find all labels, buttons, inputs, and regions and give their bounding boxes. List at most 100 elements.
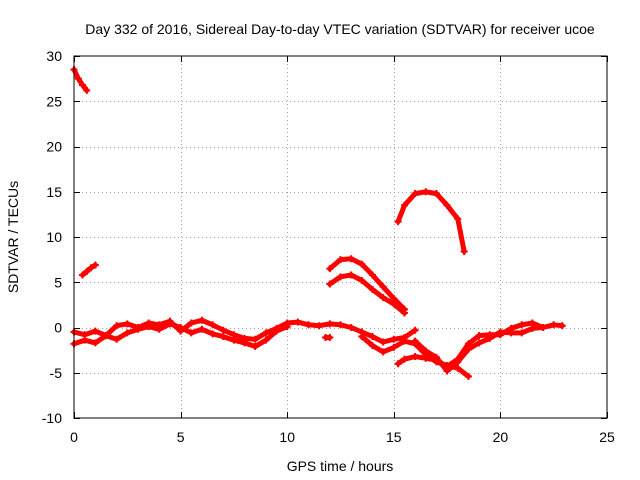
data-point (379, 338, 387, 346)
data-point (123, 320, 131, 328)
data-point (209, 321, 217, 329)
y-tick-label: 0 (54, 320, 62, 336)
data-point (198, 316, 206, 324)
data-point (379, 294, 387, 302)
data-point (539, 324, 547, 331)
data-point (394, 218, 402, 226)
data-point (209, 330, 217, 338)
data-point (390, 335, 398, 343)
data-point (358, 333, 366, 341)
data-point (507, 329, 515, 337)
grid-lines (74, 56, 607, 418)
data-point (475, 339, 483, 347)
data-point (337, 273, 344, 281)
data-point (358, 260, 366, 268)
data-point (305, 321, 313, 329)
data-point (79, 81, 87, 89)
data-point (347, 271, 355, 279)
data-point (79, 271, 87, 279)
data-point (219, 333, 227, 341)
data-point (518, 321, 526, 329)
data-point (443, 201, 451, 209)
data-point (326, 280, 334, 288)
y-tick-label: 10 (46, 229, 62, 245)
series-arc-10 (411, 324, 547, 375)
data-point (145, 323, 153, 331)
data-point (262, 336, 270, 344)
data-point (368, 333, 376, 341)
data-point (187, 329, 195, 337)
data-point (283, 323, 291, 331)
data-point (464, 345, 472, 353)
data-point (411, 190, 419, 198)
series-line (395, 189, 467, 254)
y-tick-label: 15 (46, 184, 62, 200)
data-point (496, 328, 504, 336)
data-point (358, 276, 366, 284)
series-arc-5 (322, 333, 334, 341)
data-point (166, 320, 174, 328)
data-point (558, 322, 566, 330)
data-point (411, 352, 419, 360)
data-point (187, 319, 195, 327)
data-point (273, 327, 281, 335)
data-point (262, 329, 270, 337)
chart-title: Day 332 of 2016, Sidereal Day-to-day VTE… (85, 21, 595, 37)
data-point (326, 320, 334, 328)
series-line (71, 67, 90, 93)
data-point (432, 353, 440, 361)
series-arc-7 (326, 271, 408, 317)
data-point (400, 201, 408, 209)
data-point (528, 324, 536, 332)
data-point (113, 335, 121, 343)
data-point (400, 337, 408, 345)
x-tick-label: 5 (177, 429, 185, 445)
data-point (337, 256, 344, 264)
x-tick-label: 15 (386, 429, 402, 445)
series-arc-9 (394, 319, 566, 370)
data-point (91, 327, 99, 335)
x-tick-label: 20 (493, 429, 509, 445)
data-point (81, 336, 89, 344)
y-tick-label: 30 (46, 48, 62, 64)
y-tick-label: 5 (54, 274, 62, 290)
series-arc-6 (326, 255, 408, 313)
data-point (347, 255, 355, 263)
data-point (411, 337, 419, 345)
y-tick-label: 25 (46, 93, 62, 109)
data-point (74, 75, 82, 83)
data-point (400, 309, 408, 317)
data-point (91, 261, 99, 269)
data-point (518, 329, 526, 337)
data-point (368, 342, 376, 350)
data-point (443, 367, 451, 375)
data-point (219, 326, 227, 334)
data-point (379, 348, 387, 356)
data-point (294, 318, 302, 326)
x-tick-label: 10 (279, 429, 295, 445)
data-point (230, 336, 238, 344)
data-point (83, 267, 91, 275)
x-axis-label: GPS time / hours (287, 458, 394, 474)
data-point (422, 188, 430, 196)
y-tick-label: -5 (50, 365, 63, 381)
data-point (177, 324, 185, 331)
data-point (394, 360, 402, 368)
data-point (113, 322, 121, 330)
data-point (251, 335, 259, 343)
data-point (475, 332, 483, 340)
data-point (368, 285, 376, 293)
y-tick-label: -10 (42, 410, 62, 426)
data-point (464, 372, 472, 380)
data-point (83, 86, 91, 94)
data-point (241, 339, 249, 347)
data-point (315, 322, 323, 330)
data-point (198, 325, 206, 333)
data-point (432, 190, 440, 198)
data-point (411, 326, 419, 334)
data-point (422, 354, 430, 362)
data-point (347, 324, 355, 331)
data-point (91, 339, 99, 347)
